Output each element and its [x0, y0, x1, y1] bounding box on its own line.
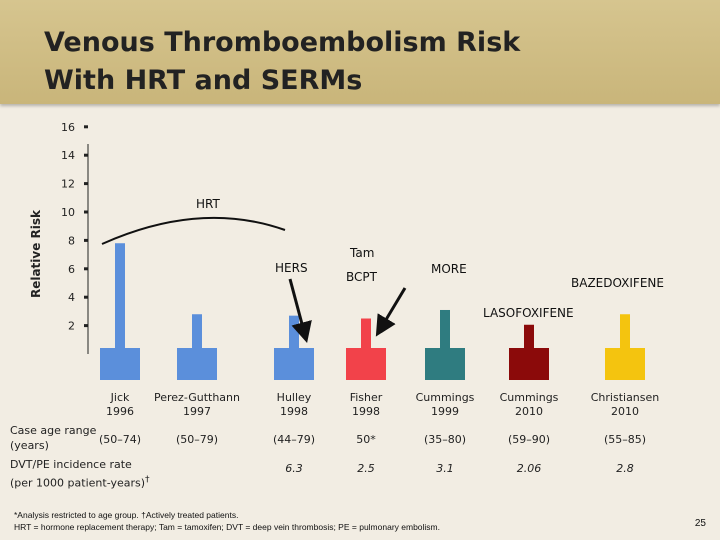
- annotation-bcpt: BCPT: [346, 270, 378, 284]
- age-range-cell: (50–74): [98, 433, 142, 446]
- incidence-cell: 2.8: [616, 462, 634, 475]
- category-label: Fisher 1998: [349, 391, 383, 418]
- arrow-hers: [288, 278, 312, 344]
- category-label: Cummings 2010: [499, 391, 559, 418]
- incidence-cell: 3.1: [436, 462, 454, 475]
- y-axis-ticks: 2 4 6 8 10 12 14 16: [61, 121, 88, 333]
- y-tick-label: 10: [61, 206, 75, 219]
- bar-stem: [192, 314, 202, 380]
- hrt-bracket-arc: [101, 216, 286, 245]
- title-banner: Venous Thromboembolism Risk With HRT and…: [0, 0, 720, 104]
- annotation-bazedoxifene: BAZEDOXIFENE: [571, 276, 664, 290]
- y-tick-label: 14: [61, 149, 75, 162]
- bar-base: [425, 348, 465, 380]
- y-tick-label: 2: [68, 320, 75, 333]
- page-number: 25: [694, 518, 706, 529]
- y-tick-label: 6: [68, 263, 75, 276]
- age-range-cell: 50*: [356, 433, 376, 446]
- y-tick-label: 4: [68, 291, 75, 304]
- bar-base: [605, 348, 645, 380]
- y-axis-label: Relative Risk: [29, 209, 43, 298]
- row-label-age-range-line1: Case age range: [10, 424, 97, 437]
- y-tick-label: 16: [61, 121, 75, 134]
- row-label-incidence: DVT/PE incidence rate (per 1000 patient-…: [10, 457, 150, 491]
- y-tick-label: 8: [68, 234, 75, 247]
- y-tick-label: 12: [61, 178, 75, 191]
- annotation-lasofoxifene: LASOFOXIFENE: [483, 306, 574, 320]
- age-range-cell: (44–79): [272, 433, 316, 446]
- row-label-age-range: Case age range (years): [10, 423, 96, 453]
- row-label-age-range-line2: (years): [10, 439, 49, 452]
- incidence-cell: 6.3: [285, 462, 303, 475]
- footnote-line-2: HRT = hormone replacement therapy; Tam =…: [14, 522, 440, 532]
- bar-base: [509, 348, 549, 380]
- bars-group: [100, 243, 645, 380]
- row-label-incidence-line2: (per 1000 patient-years)†: [10, 472, 150, 491]
- annotation-tam: Tam: [349, 246, 374, 260]
- bar-base: [274, 348, 314, 380]
- footnotes: *Analysis restricted to age group. †Acti…: [14, 509, 440, 533]
- age-range-cell: (50–79): [175, 433, 219, 446]
- category-label: Hulley 1998: [276, 391, 312, 418]
- category-label: Cummings 1999: [415, 391, 475, 418]
- bar-base: [346, 348, 386, 380]
- row-label-incidence-line1: DVT/PE incidence rate: [10, 458, 132, 471]
- title-line-2: With HRT and SERMs: [44, 65, 363, 96]
- incidence-cell: 2.06: [516, 462, 542, 475]
- footnote-line-1: *Analysis restricted to age group. †Acti…: [14, 510, 239, 520]
- bar-stem: [440, 309, 450, 380]
- dagger-mark: †: [145, 474, 150, 485]
- bar-stem: [620, 314, 630, 380]
- age-range-cell: (59–90): [507, 433, 551, 446]
- bar-base: [177, 348, 217, 380]
- incidence-cell: 2.5: [357, 462, 375, 475]
- bar-base: [100, 348, 140, 380]
- annotation-more: MORE: [431, 262, 467, 276]
- annotation-hrt: HRT: [196, 197, 220, 211]
- bar-stem: [289, 315, 299, 380]
- slide-title: Venous Thromboembolism Risk With HRT and…: [44, 24, 520, 100]
- bar-stem: [115, 243, 125, 380]
- age-range-cell: (35–80): [423, 433, 467, 446]
- category-label: Christiansen 2010: [590, 391, 660, 418]
- category-label: Jick 1996: [106, 391, 134, 418]
- annotation-hers: HERS: [275, 261, 308, 275]
- arrow-bcpt: [375, 287, 407, 337]
- category-label: Perez-Gutthann 1997: [154, 391, 240, 418]
- row-label-incidence-line2-text: (per 1000 patient-years): [10, 476, 146, 490]
- age-range-cell: (55–85): [603, 433, 647, 446]
- title-line-1: Venous Thromboembolism Risk: [44, 27, 521, 58]
